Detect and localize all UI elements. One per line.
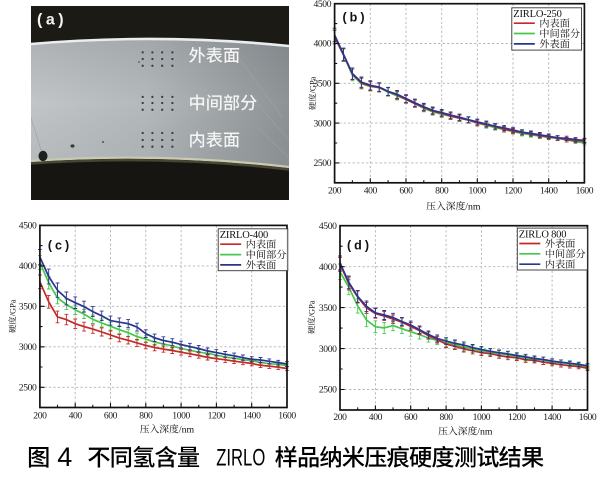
- svg-text:800: 800: [139, 411, 153, 422]
- svg-text:200: 200: [333, 412, 347, 423]
- svg-text:1200: 1200: [504, 186, 522, 197]
- svg-text:1400: 1400: [543, 412, 561, 423]
- svg-text:1600: 1600: [579, 412, 597, 423]
- svg-text:4500: 4500: [319, 221, 337, 232]
- svg-text:400: 400: [69, 411, 83, 422]
- svg-text:200: 200: [328, 186, 342, 197]
- svg-text:/GPa: /GPa: [9, 299, 18, 316]
- svg-text:/GPa: /GPa: [308, 300, 317, 317]
- svg-text:(a): (a): [37, 12, 67, 29]
- svg-text:1200: 1200: [208, 411, 226, 422]
- svg-text:4500: 4500: [19, 221, 37, 232]
- svg-text:3000: 3000: [319, 344, 337, 355]
- svg-text:800: 800: [435, 186, 449, 197]
- svg-text:1000: 1000: [469, 186, 487, 197]
- svg-text:1400: 1400: [540, 186, 558, 197]
- svg-text:(d): (d): [347, 239, 372, 253]
- svg-text:/nm: /nm: [179, 425, 195, 436]
- svg-text:4000: 4000: [314, 39, 332, 50]
- svg-text:(c): (c): [48, 239, 72, 253]
- svg-text:600: 600: [399, 186, 413, 197]
- svg-text:1600: 1600: [576, 186, 594, 197]
- svg-text:3500: 3500: [19, 302, 37, 313]
- svg-text:600: 600: [404, 412, 418, 423]
- svg-text:1600: 1600: [278, 411, 296, 422]
- svg-text:200: 200: [33, 411, 47, 422]
- svg-text:1200: 1200: [508, 412, 526, 423]
- svg-text:2500: 2500: [319, 385, 337, 396]
- svg-text:/nm: /nm: [477, 427, 493, 438]
- svg-text:2500: 2500: [314, 158, 332, 169]
- svg-text:/nm: /nm: [465, 202, 481, 213]
- svg-text:ZIRLO-400: ZIRLO-400: [220, 230, 268, 241]
- svg-text:3000: 3000: [314, 118, 332, 129]
- svg-text:(b): (b): [343, 11, 368, 25]
- svg-text:400: 400: [364, 186, 378, 197]
- svg-text:400: 400: [369, 412, 383, 423]
- svg-text:/GPa: /GPa: [309, 76, 318, 93]
- svg-text:4: 4: [57, 442, 72, 472]
- svg-text:4500: 4500: [314, 0, 332, 10]
- svg-text:ZIRLO: ZIRLO: [216, 445, 265, 472]
- svg-text:1400: 1400: [243, 411, 261, 422]
- svg-text:800: 800: [439, 412, 453, 423]
- svg-text:2500: 2500: [19, 383, 37, 394]
- svg-text:1000: 1000: [172, 411, 190, 422]
- svg-text:600: 600: [104, 411, 118, 422]
- svg-text:4000: 4000: [319, 262, 337, 273]
- svg-text:3000: 3000: [19, 342, 37, 353]
- svg-text:1000: 1000: [473, 412, 491, 423]
- svg-text:3500: 3500: [319, 303, 337, 314]
- svg-text:3500: 3500: [314, 79, 332, 90]
- svg-text:4000: 4000: [19, 261, 37, 272]
- svg-text:ZIRLO-250: ZIRLO-250: [513, 9, 561, 20]
- svg-text:ZIRLO 800: ZIRLO 800: [519, 229, 567, 240]
